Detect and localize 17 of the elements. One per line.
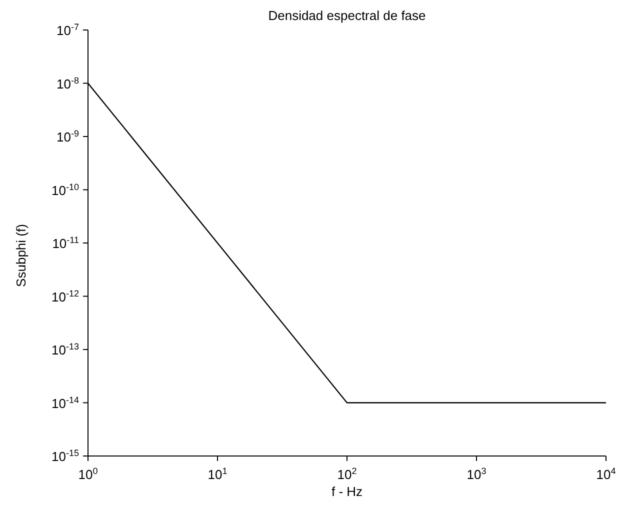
y-tick-label: 10$^{-11}$ [52, 235, 79, 251]
y-tick-label: 10$^{-14}$ [52, 394, 79, 411]
y-tick-label: 10$^{-9}$ [56, 128, 79, 144]
chart-title: Densidad espectral de fase [267, 8, 427, 23]
y-tick-label: 10$^{-13}$ [52, 342, 79, 358]
y-tick-label: 10$^{-10}$ [52, 182, 79, 198]
x-tick-label: 10$^{3}$ [466, 466, 486, 482]
x-tick-label: 10$^{1}$ [208, 466, 228, 482]
x-axis-title: f - Hz [330, 484, 364, 499]
y-tick-label: 10$^{-15}$ [52, 448, 79, 464]
y-axis-title: Ssubphi (f) [14, 223, 28, 289]
x-tick-label: 10$^{4}$ [596, 466, 616, 482]
y-tick-label: 10$^{-7}$ [56, 22, 79, 38]
y-tick-label: 10$^{-8}$ [56, 75, 79, 92]
y-tick-label: 10$^{-12}$ [52, 288, 79, 304]
x-tick-label: 10$^{0}$ [78, 466, 98, 482]
x-tick-label: 10$^{2}$ [337, 466, 357, 482]
